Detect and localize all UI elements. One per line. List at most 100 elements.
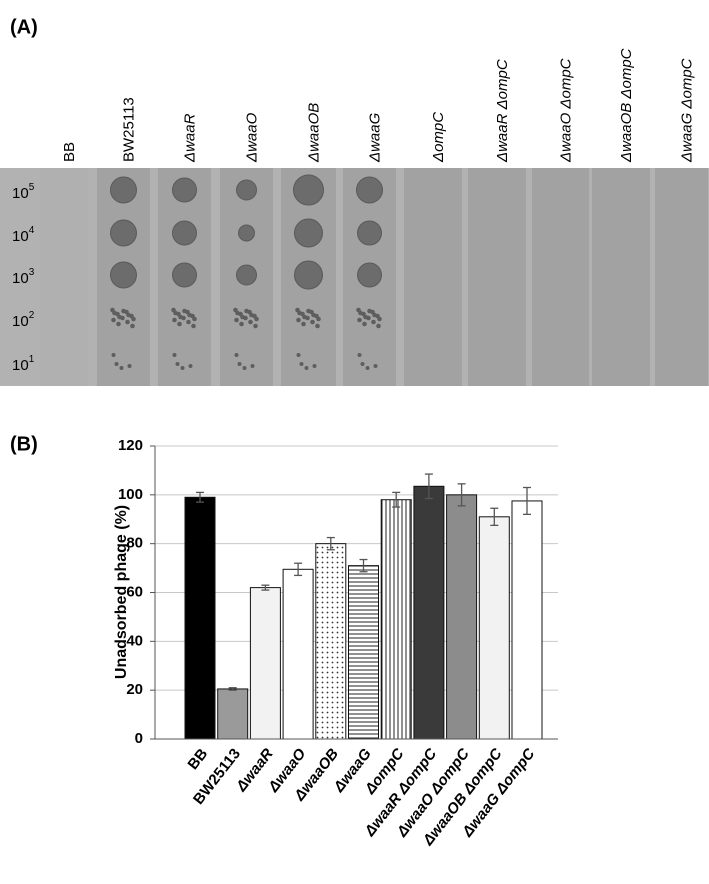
plaque xyxy=(242,366,247,370)
plaque xyxy=(192,316,197,322)
dilution-exponent: 2 xyxy=(29,310,35,321)
spot xyxy=(236,179,257,201)
strain-label: ΔwaaG xyxy=(366,112,383,163)
spot xyxy=(238,224,255,242)
plaque xyxy=(253,323,258,329)
plaque xyxy=(237,362,242,366)
plaque xyxy=(234,353,239,357)
plaque xyxy=(372,312,377,318)
plate-strip xyxy=(532,168,589,386)
spot xyxy=(172,177,197,203)
plate-strip xyxy=(468,168,526,386)
bar xyxy=(249,587,281,740)
strain-label: ΔwaaO ΔompC xyxy=(557,58,574,163)
dilution-exponent: 5 xyxy=(29,182,35,193)
plaque xyxy=(244,308,249,314)
error-bar xyxy=(457,483,466,507)
dilution-label: 104 xyxy=(12,225,35,245)
error-bar xyxy=(261,584,270,591)
plaque xyxy=(254,316,259,322)
plaque xyxy=(310,319,315,325)
bar xyxy=(446,494,478,740)
spot xyxy=(294,260,323,290)
error-bar xyxy=(424,473,433,500)
plaque xyxy=(172,353,177,357)
strain-label: ΔompC xyxy=(430,112,447,163)
plate-strip xyxy=(40,168,88,386)
strain-label: ΔwaaR xyxy=(181,113,198,163)
error-bar xyxy=(490,507,499,527)
plaque xyxy=(365,366,370,370)
plaque xyxy=(182,308,187,314)
spot xyxy=(356,176,383,204)
panel-label: (A) xyxy=(10,16,38,38)
dilution-base: 10 xyxy=(12,357,29,374)
dilution-base: 10 xyxy=(12,313,29,330)
plaque xyxy=(315,323,320,329)
dilution-label: 102 xyxy=(12,310,35,330)
plaque xyxy=(180,366,185,370)
plate-strip xyxy=(592,168,650,386)
dilution-label: 101 xyxy=(12,354,35,374)
plaque xyxy=(239,321,244,327)
bar xyxy=(380,499,412,740)
plaque xyxy=(376,323,381,329)
y-tick-label: 20 xyxy=(126,681,143,698)
error-bar xyxy=(294,562,303,577)
plaque xyxy=(130,323,135,329)
plaque xyxy=(316,316,321,322)
plaque xyxy=(188,364,193,368)
plaque xyxy=(299,362,304,366)
plaque xyxy=(131,316,136,322)
plaque xyxy=(357,353,362,357)
plaque xyxy=(373,364,378,368)
error-bar xyxy=(326,536,335,551)
plaque xyxy=(121,308,126,314)
plaque xyxy=(367,308,372,314)
plaque xyxy=(360,362,365,366)
y-axis-label: Unadsorbed phage (%) xyxy=(113,505,130,679)
dilution-base: 10 xyxy=(12,270,29,287)
spot xyxy=(294,218,323,248)
dilution-exponent: 3 xyxy=(29,267,35,278)
bar xyxy=(184,496,216,740)
error-bar xyxy=(228,687,237,691)
spot xyxy=(110,261,137,289)
error-bar xyxy=(392,491,401,508)
strain-label: ΔwaaO xyxy=(243,112,260,163)
plaque xyxy=(250,364,255,368)
panel-label: (B) xyxy=(10,433,38,455)
plaque xyxy=(117,314,122,320)
bar xyxy=(413,485,445,740)
plaque xyxy=(119,366,124,370)
plaque xyxy=(362,321,367,327)
plaque xyxy=(186,319,191,325)
plaque xyxy=(371,319,376,325)
dilution-exponent: 1 xyxy=(29,354,35,365)
y-tick-label: 120 xyxy=(118,437,143,454)
spot xyxy=(110,176,137,204)
plaque xyxy=(114,362,119,366)
error-bar xyxy=(359,558,368,573)
plaque xyxy=(304,366,309,370)
dilution-label: 105 xyxy=(12,182,35,202)
plaque xyxy=(302,314,307,320)
error-bar xyxy=(523,486,531,516)
plaque xyxy=(306,308,311,314)
plaque xyxy=(240,314,245,320)
y-tick-label: 0 xyxy=(135,730,143,747)
plaque xyxy=(178,314,183,320)
plaque xyxy=(301,321,306,327)
dilution-exponent: 4 xyxy=(29,225,35,236)
plaque xyxy=(175,362,180,366)
plaque xyxy=(312,364,317,368)
plaque xyxy=(357,317,362,323)
plaque xyxy=(111,317,116,323)
spot xyxy=(110,219,137,247)
plaque xyxy=(116,321,121,327)
bar xyxy=(511,500,543,740)
bar xyxy=(282,568,314,740)
plaque xyxy=(311,312,316,318)
plaque xyxy=(249,312,254,318)
